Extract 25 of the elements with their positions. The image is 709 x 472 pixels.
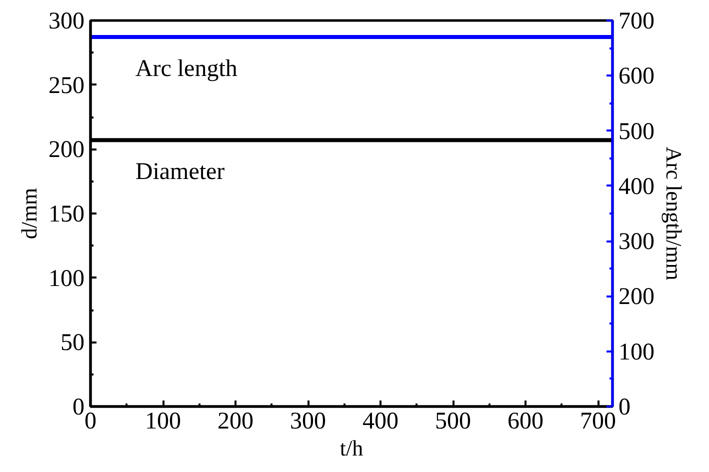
y-tick-label: 300 (48, 8, 84, 34)
y2-tick-label: 300 (618, 229, 654, 256)
y2-tick-label: 200 (618, 284, 654, 310)
x-tick-label: 200 (218, 408, 254, 434)
x-tick-label: 500 (435, 408, 471, 434)
annotation: Arc length (135, 56, 238, 82)
y2-tick-label: 100 (618, 339, 654, 366)
y2-tick-label: 700 (618, 8, 654, 34)
annotation: Diameter (135, 159, 225, 186)
y2-tick-label: 500 (618, 118, 654, 145)
y2-axis-title: Arc length/mm (662, 146, 686, 280)
y-tick-label: 150 (48, 202, 84, 228)
x-tick-label: 300 (290, 408, 326, 434)
y-tick-label: 250 (48, 72, 84, 99)
x-tick-label: 100 (145, 408, 181, 434)
x-tick-label: 400 (362, 408, 398, 434)
y-tick-label: 100 (48, 266, 84, 292)
x-axis-title: t/h (340, 436, 364, 460)
y-axis-title: d/mm (16, 188, 42, 240)
y-tick-label: 50 (60, 330, 84, 356)
y-tick-label: 200 (48, 137, 84, 164)
x-tick-label: 700 (580, 408, 616, 434)
y2-tick-label: 600 (618, 64, 654, 90)
y2-tick-label: 400 (618, 174, 654, 200)
x-tick-label: 600 (508, 408, 544, 434)
